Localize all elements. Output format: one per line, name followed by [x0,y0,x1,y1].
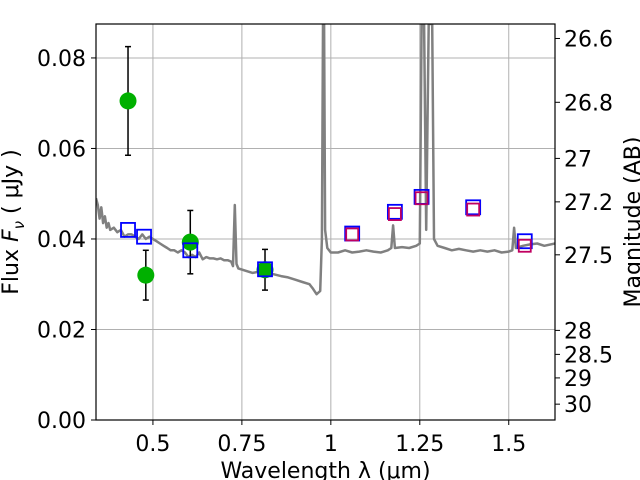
y2-tick-label: 27.2 [564,191,613,216]
y-tick-label: 0.04 [37,228,86,253]
model-point-red [414,191,429,206]
y2-tick-label: 30 [564,393,592,418]
model-point-blue [120,222,136,238]
model-point-blue [257,261,273,278]
model-point-blue [182,242,199,259]
x-axis-label: Wavelength λ (μm) [220,459,430,480]
tick-layer: 0.5 0.75 1 1.25 1.5 0.00 0.02 0.04 0.06 0.08 26.6 2… [37,27,613,457]
observed-point [137,266,155,284]
observed-point [119,92,137,110]
x-tick-label: 0.5 [135,432,170,457]
y2-tick-label: 28.5 [564,343,613,368]
model-point-blue [386,203,403,220]
model-point-red [345,227,360,242]
model-point-red [466,202,481,217]
y-tick-label: 0.00 [37,409,86,434]
model-point-red [387,207,402,221]
y2-tick-label: 28 [564,319,592,344]
y-tick-label: 0.06 [37,137,86,162]
y2-tick-label: 26.6 [564,27,613,52]
y-axis-label-subscript: ν [10,221,28,229]
y2-tick-label: 26.8 [564,91,613,116]
y-tick-label: 0.08 [37,47,86,72]
x-tick-label: 1 [324,432,338,457]
y-axis-label-suffix: ( μJy ) [0,149,24,221]
model-point-blue [136,228,152,245]
y2-tick-label: 27 [564,147,592,172]
plot-frame [95,23,556,421]
y-axis-label-prefix: Flux [0,242,24,295]
observed-point [181,233,199,251]
x-tick-label: 1.5 [491,432,526,457]
model-point-blue [465,199,482,216]
y2-tick-label: 29 [564,367,592,392]
model-point-red [517,238,532,253]
x-tick-label: 1.25 [395,432,444,457]
y-tick-label: 0.02 [37,318,86,343]
y-axis-label-symbol: F [0,229,24,242]
observed-point [256,261,274,279]
x-tick-label: 0.75 [217,432,266,457]
model-point-blue [516,233,533,250]
y-axis-label: Flux Fν ( μJy ) [0,149,28,294]
y2-axis-label: Magnitude (AB) [621,137,640,308]
data-layer [96,24,555,301]
y2-tick-label: 27.5 [564,244,613,269]
spectrum-line [96,24,555,296]
